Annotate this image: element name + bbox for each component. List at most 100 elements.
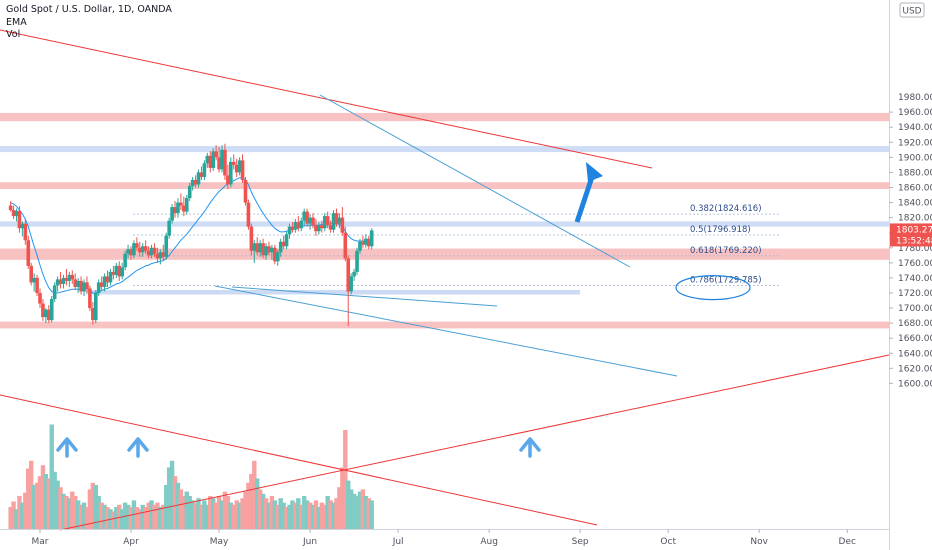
volume-bar (181, 496, 187, 529)
fib-label: 0.618(1769.220) (690, 246, 762, 256)
zone-support (0, 221, 889, 227)
candle-body (52, 285, 57, 300)
candle (82, 279, 86, 296)
volume-bar (75, 500, 81, 529)
candle-body (152, 247, 157, 254)
candle-body (355, 250, 359, 272)
candle-body (55, 279, 60, 286)
volume-bar (284, 507, 289, 529)
candle-body (217, 157, 221, 170)
candle (61, 274, 66, 289)
candle (346, 255, 351, 327)
volume-bar (202, 500, 207, 529)
candle-body (349, 276, 353, 292)
candle (275, 249, 280, 266)
candle-body (325, 216, 330, 226)
volume-bar (158, 507, 163, 529)
volume-bar (290, 500, 295, 529)
candle-body (287, 226, 292, 235)
candle-body (364, 238, 368, 245)
candle (325, 211, 330, 229)
volume-bar (307, 502, 313, 529)
y-tick-label: 1640.000 (898, 349, 932, 359)
y-tick-label: 1860.000 (898, 183, 932, 193)
candle (182, 196, 186, 217)
y-tick-label: 1880.000 (898, 168, 932, 178)
volume-bar (313, 500, 319, 529)
candle (317, 222, 321, 235)
candle (252, 240, 257, 263)
candle (79, 276, 83, 295)
price-axis[interactable]: 1600.000 1620.000 1640.000 1660.000 1680.000… (889, 93, 932, 389)
volume-bar (61, 493, 66, 529)
candle (152, 243, 157, 257)
volume-bar (81, 502, 87, 529)
volume-bar (272, 500, 278, 529)
volume-bar (369, 500, 374, 529)
time-axis[interactable]: Mar Apr May Jun Jul Aug Sep Oct Nov Dec (32, 529, 857, 547)
volume-bar (64, 496, 69, 529)
candle-body (70, 274, 75, 280)
currency-badge[interactable] (899, 2, 925, 18)
volume-bar (331, 502, 336, 529)
candle-body (132, 243, 136, 256)
blue-lower-channel (214, 285, 678, 377)
candle-body (123, 253, 127, 268)
candle-body (273, 247, 277, 262)
candle (331, 210, 336, 233)
candle-body (85, 282, 89, 289)
candle (281, 235, 286, 250)
candle (129, 246, 133, 260)
volume-bar (216, 496, 222, 529)
candle (273, 244, 277, 265)
volume-bar (293, 502, 298, 529)
candle-body (8, 205, 13, 211)
candle (290, 222, 295, 233)
x-tick-label: May (210, 537, 229, 547)
volume-bar (351, 493, 357, 529)
volume-bar (128, 507, 134, 529)
candle-body (105, 276, 110, 283)
breakout-arrow-head (586, 162, 603, 182)
volume-bar (340, 467, 345, 529)
candle-body (246, 202, 251, 227)
candle (70, 270, 75, 284)
volume-bar (210, 498, 216, 529)
y-tick-label: 1720.000 (898, 289, 932, 299)
volume-bar (155, 502, 160, 529)
volume-bar (208, 496, 213, 529)
candle (369, 228, 374, 250)
zones-layer (0, 112, 889, 329)
candle (138, 241, 142, 257)
candle (146, 246, 151, 259)
y-tick-label: 1600.000 (898, 379, 932, 389)
candle (366, 235, 371, 250)
volume-bar (249, 474, 254, 529)
candle-body (258, 243, 262, 253)
candle-body (73, 279, 78, 287)
candle-body (88, 288, 92, 309)
volume-bar (187, 496, 192, 529)
annotations-layer (56, 162, 603, 458)
volume-bar (319, 502, 325, 529)
volume-bar (55, 480, 60, 529)
vol-indicator-label[interactable]: Vol (6, 29, 20, 40)
candle-body (334, 213, 339, 224)
candle (135, 237, 139, 251)
y-tick-label: 1920.000 (898, 138, 932, 148)
candle (349, 273, 353, 295)
candle-body (138, 247, 142, 253)
candle (117, 261, 122, 281)
ema-indicator-label[interactable]: EMA (6, 17, 27, 28)
volume-bar (357, 491, 363, 529)
candle-body (126, 249, 130, 254)
candle-body (305, 211, 309, 224)
zone-resistance (0, 112, 889, 122)
volume-bar (58, 487, 63, 529)
candle (328, 220, 333, 233)
candle-body (67, 274, 72, 281)
up-arrow-icon (127, 437, 149, 458)
candle-body (76, 280, 80, 287)
volume-bar (73, 496, 78, 529)
